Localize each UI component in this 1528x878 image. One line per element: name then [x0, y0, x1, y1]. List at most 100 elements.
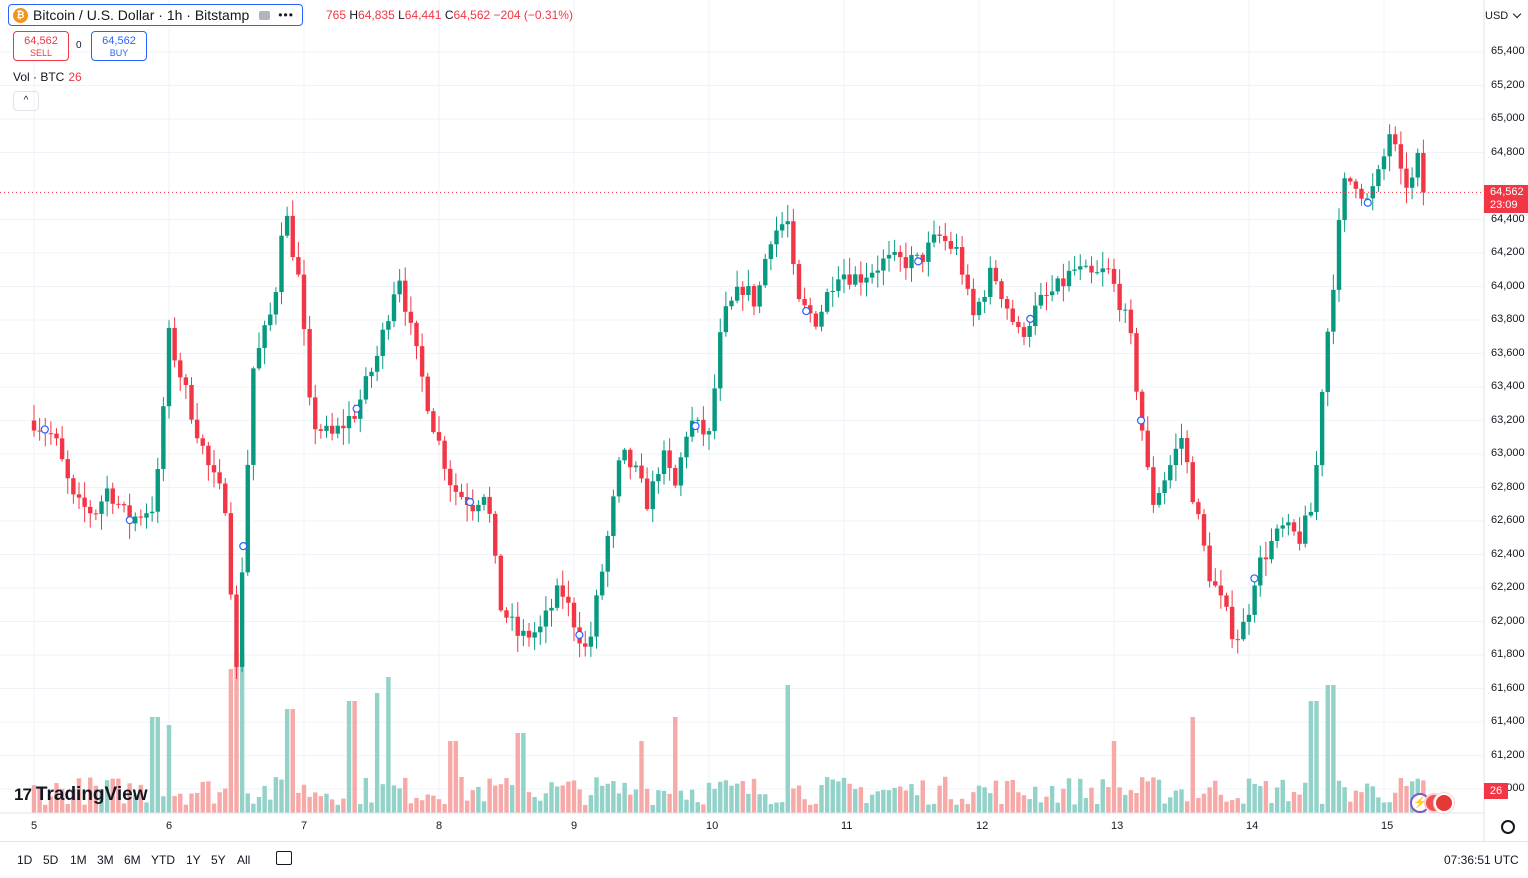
volume-legend[interactable]: Vol · BTC 26: [13, 70, 82, 84]
candle-body-152: [886, 254, 892, 259]
volume-bar-172: [999, 803, 1004, 813]
volume-bar-114: [673, 717, 678, 813]
volume-bar-22: [155, 717, 160, 813]
open-value: 765: [326, 8, 347, 22]
settings-gear-icon[interactable]: [1501, 820, 1515, 834]
time-tick-5: 10: [706, 820, 719, 832]
sell-button[interactable]: 64,562 SELL: [13, 31, 69, 61]
volume-bar-26: [178, 793, 183, 813]
event-marker-6: [691, 421, 700, 431]
volume-bar-97: [577, 789, 582, 813]
volume-bar-126: [740, 780, 745, 813]
candle-body-20: [144, 513, 149, 518]
volume-bar-238: [1370, 786, 1375, 813]
range-button-1d[interactable]: 1D: [17, 853, 33, 867]
candle-body-17: [127, 505, 132, 524]
price-tick-18: 61,600: [1491, 681, 1525, 694]
symbol-title[interactable]: Bitcoin / U.S. Dollar · 1h · Bitstamp: [33, 7, 250, 23]
candle-body-188: [1089, 265, 1094, 273]
candle-body-43: [273, 292, 279, 315]
range-button-all[interactable]: All: [237, 853, 251, 867]
economic-events[interactable]: ⚡: [1410, 793, 1454, 813]
candle-body-70: [425, 376, 430, 412]
tradingview-logo[interactable]: 17 TradingView: [14, 784, 148, 806]
currency-selector[interactable]: USD: [1485, 10, 1520, 22]
candle-body-196: [1134, 333, 1139, 392]
volume-bar-6: [65, 804, 70, 813]
candle-body-179: [1038, 294, 1044, 306]
volume-bar-100: [594, 777, 599, 813]
event-markers[interactable]: [40, 198, 1372, 640]
candle-body-9: [82, 497, 87, 507]
candle-body-172: [999, 281, 1004, 300]
volume-bar-69: [419, 800, 425, 813]
volume-bar-131: [768, 804, 774, 813]
volume-bar-93: [554, 786, 560, 813]
candle-body-137: [802, 299, 807, 306]
range-button-ytd[interactable]: YTD: [151, 853, 175, 867]
volume-bar-236: [1359, 792, 1364, 813]
candle-body-193: [1117, 283, 1122, 311]
volume-bar-43: [273, 777, 279, 813]
symbol-legend[interactable]: ₿ Bitcoin / U.S. Dollar · 1h · Bitstamp …: [8, 4, 303, 26]
us-flag-icon-2[interactable]: [1434, 793, 1454, 813]
candle-body-149: [869, 272, 875, 278]
volume-bar-10: [88, 777, 93, 813]
candle-body-36: [234, 594, 239, 667]
volume-bar-242: [1393, 792, 1398, 813]
candle-body-208: [1201, 514, 1207, 546]
candle-body-144: [841, 274, 847, 280]
candle-body-126: [740, 286, 745, 296]
buy-button[interactable]: 64,562 BUY: [91, 31, 147, 61]
candle-body-191: [1106, 268, 1111, 270]
volume-bar-87: [521, 733, 526, 813]
candle-body-54: [335, 425, 340, 434]
range-button-6m[interactable]: 6M: [124, 853, 141, 867]
time-tick-9: 14: [1246, 820, 1259, 832]
candle-body-111: [656, 474, 661, 482]
candle-body-107: [633, 465, 639, 468]
volume-bar-52: [324, 793, 329, 813]
range-button-3m[interactable]: 3M: [97, 853, 114, 867]
volume-bar-30: [200, 781, 205, 813]
range-button-1y[interactable]: 1Y: [186, 853, 201, 867]
candle-body-117: [689, 420, 695, 437]
volume-bar-66: [403, 777, 408, 813]
more-options-icon[interactable]: •••: [278, 8, 294, 22]
candle-body-76: [459, 491, 464, 498]
candle-body-18: [133, 516, 138, 524]
utc-clock[interactable]: 07:36:51 UTC: [1444, 853, 1519, 867]
sell-price: 64,562: [24, 35, 58, 47]
candle-body-45: [284, 215, 290, 236]
range-button-5y[interactable]: 5Y: [211, 853, 226, 867]
range-button-1m[interactable]: 1M: [70, 853, 87, 867]
candle-body-75: [453, 485, 459, 492]
volume-bar-50: [313, 792, 318, 813]
range-button-5d[interactable]: 5D: [43, 853, 59, 867]
volume-bar-101: [599, 785, 605, 813]
candle-body-123: [723, 306, 729, 333]
hide-icon[interactable]: [259, 10, 271, 20]
time-tick-0: 5: [31, 820, 38, 832]
candle-body-246: [1415, 152, 1420, 178]
candle-body-69: [419, 346, 425, 377]
volume-bar-137: [802, 799, 807, 813]
candle-body-5: [59, 438, 65, 460]
candle-body-231: [1331, 289, 1336, 332]
candle-body-239: [1376, 169, 1381, 187]
high-label: H: [349, 8, 359, 22]
collapse-legend-button[interactable]: ^: [13, 91, 39, 111]
candle-body-182: [1055, 278, 1060, 292]
candle-body-148: [864, 277, 869, 283]
volume-bar-195: [1128, 790, 1134, 813]
volume-bar-57: [352, 701, 357, 813]
calendar-icon[interactable]: [276, 851, 292, 865]
volume-bar-186: [1078, 778, 1083, 813]
volume-bar-127: [746, 793, 751, 813]
candle-body-197: [1139, 391, 1145, 431]
candle-body-177: [1027, 326, 1032, 337]
volume-bar-240: [1381, 802, 1387, 813]
volume-bar-92: [549, 782, 554, 813]
price-tick-14: 62,400: [1491, 547, 1525, 560]
